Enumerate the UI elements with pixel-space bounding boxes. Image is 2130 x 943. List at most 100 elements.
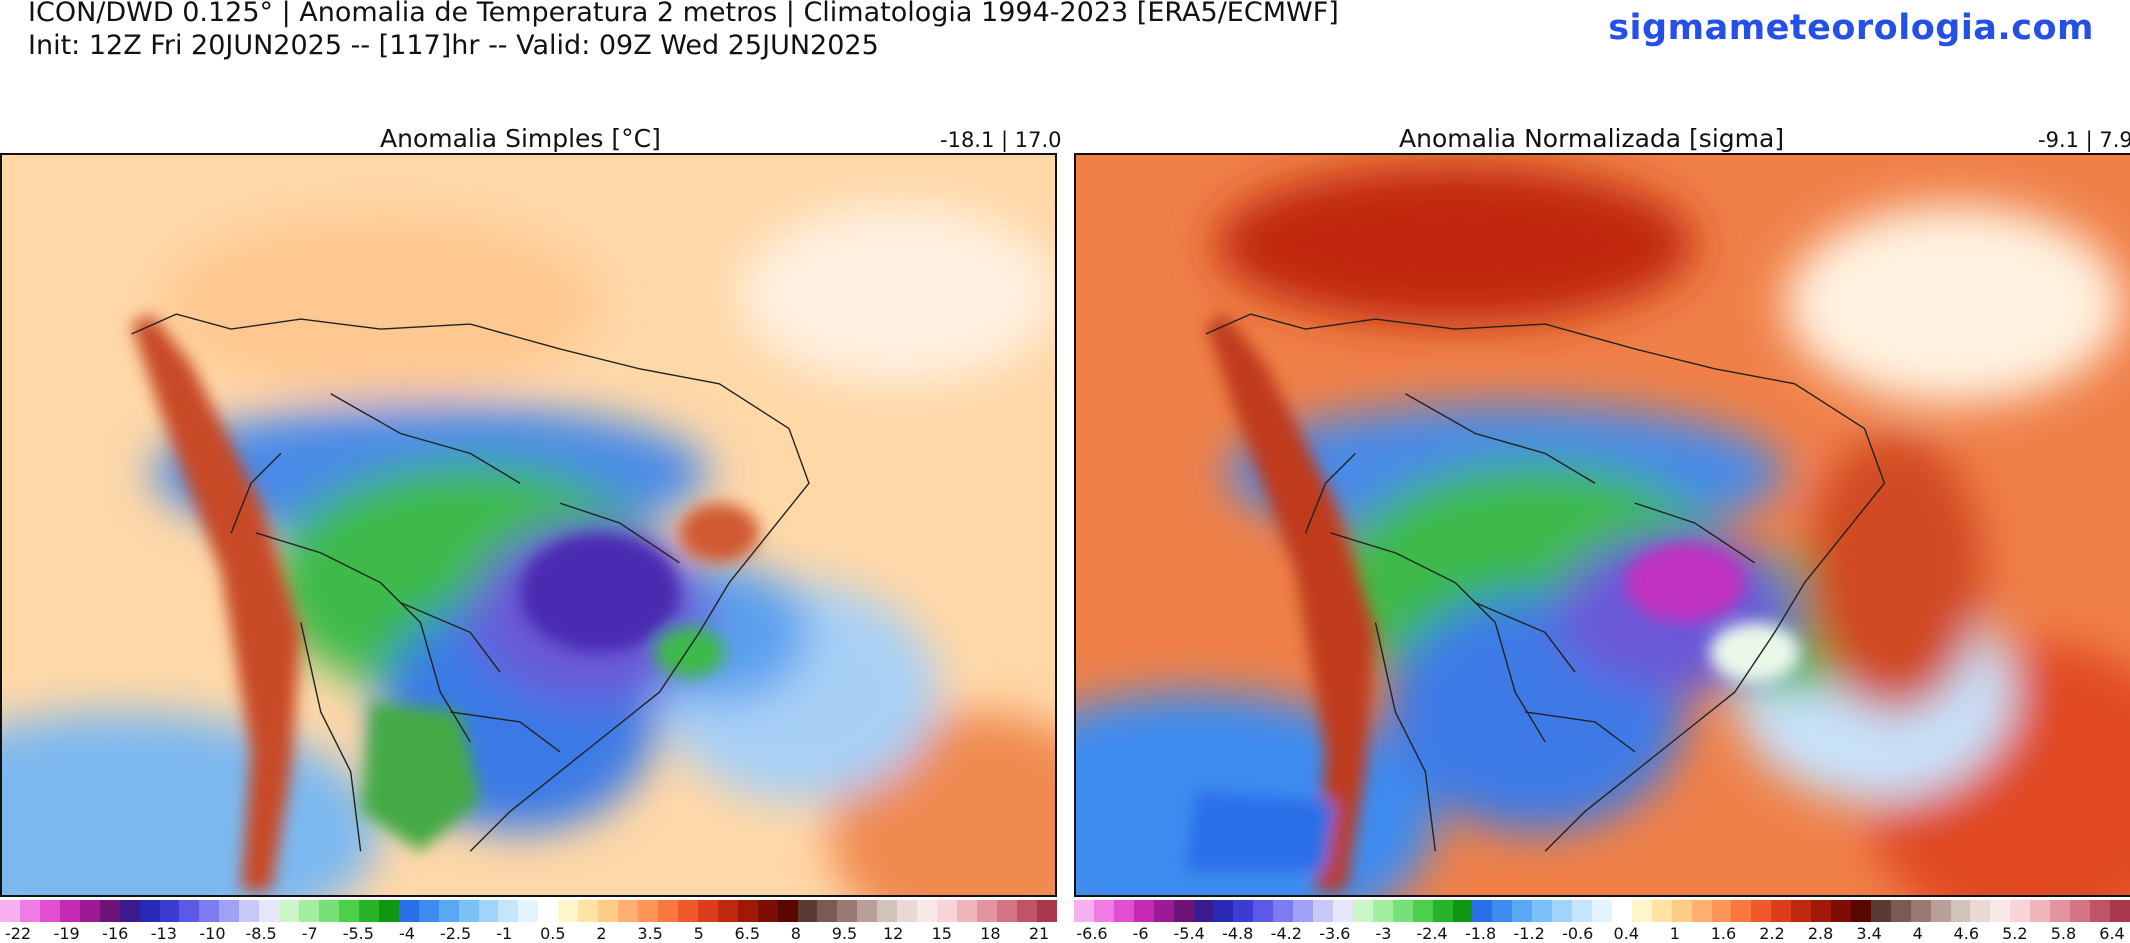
colorbar-swatch bbox=[877, 900, 898, 922]
colorbar-swatch bbox=[99, 900, 120, 922]
colorbar-swatch bbox=[1472, 900, 1493, 922]
colorbar-tick-label: -1 bbox=[496, 924, 513, 943]
colorbar-swatch bbox=[1332, 900, 1353, 922]
colorbar-swatch bbox=[1233, 900, 1254, 922]
colorbar-tick-label: -2.4 bbox=[1416, 924, 1448, 943]
colorbar-swatch bbox=[299, 900, 319, 922]
colorbar-swatch bbox=[1452, 900, 1473, 922]
colorbar-swatch bbox=[657, 900, 678, 922]
colorbar-swatch bbox=[1133, 900, 1154, 922]
colorbar-swatch bbox=[358, 900, 379, 922]
colorbar-swatch bbox=[2050, 900, 2071, 922]
colorbar-tick-label: -1.8 bbox=[1464, 924, 1497, 943]
colorbar-swatch bbox=[59, 900, 80, 922]
colorbar-tick-label: -19 bbox=[53, 924, 80, 943]
colorbar-tick-label: 0.4 bbox=[1613, 924, 1640, 943]
colorbar-swatch bbox=[1036, 900, 1057, 922]
colorbar-swatch bbox=[159, 900, 180, 922]
colorbar-tick-label: -3.6 bbox=[1319, 924, 1351, 943]
colorbar-swatch bbox=[179, 900, 200, 922]
colorbar-left-ticks: -22 -19 -16 -13 -10 -8.5 -7 -5.5 -4 -2.5 -1 0.5 2 3.5… bbox=[0, 924, 1057, 943]
colorbar-swatch bbox=[1412, 900, 1433, 922]
colorbar-tick-label: -8.5 bbox=[245, 924, 277, 943]
colorbar-swatch bbox=[757, 900, 778, 922]
map-panel-simple-anomaly[interactable] bbox=[0, 153, 1057, 897]
panel-right-title: Anomalia Normalizada [sigma] bbox=[1399, 124, 1785, 153]
colorbar-tick-label: 0.5 bbox=[540, 924, 566, 943]
colorbar-swatch bbox=[239, 900, 260, 922]
colorbar-tick-label: 12 bbox=[882, 924, 904, 943]
colorbar-swatch bbox=[1611, 900, 1632, 922]
colorbar-swatch bbox=[1492, 900, 1513, 922]
colorbar-tick-label: -4.2 bbox=[1270, 924, 1302, 943]
colorbar-swatch bbox=[378, 900, 399, 922]
colorbar-tick-label: 4 bbox=[1912, 924, 1923, 943]
colorbar-swatch bbox=[1850, 900, 1871, 922]
colorbar-tick-label: 21 bbox=[1028, 924, 1050, 943]
colorbar-swatch bbox=[199, 900, 220, 922]
country-borders bbox=[1205, 313, 1886, 852]
colorbar-swatch bbox=[737, 900, 758, 922]
colorbar-swatch bbox=[498, 900, 519, 922]
colorbar-swatch bbox=[438, 900, 459, 922]
colorbar-swatch bbox=[976, 900, 997, 922]
colorbar-swatch bbox=[1313, 900, 1333, 922]
panel-left-range: -18.1 | 17.0 bbox=[940, 128, 1062, 152]
colorbar-swatch bbox=[1731, 900, 1752, 922]
colorbar-swatch bbox=[259, 900, 280, 922]
colorbar-tick-label: 6.4 bbox=[2099, 924, 2125, 943]
colorbar-swatch bbox=[618, 900, 638, 922]
map-panel-normalized-anomaly[interactable] bbox=[1074, 153, 2130, 897]
colorbar-swatch bbox=[1631, 900, 1652, 922]
colorbar-swatch bbox=[279, 900, 300, 922]
colorbar-tick-label: -13 bbox=[150, 924, 177, 943]
colorbar-swatch bbox=[1651, 900, 1672, 922]
colorbar-swatch bbox=[558, 900, 579, 922]
colorbar-tick-label: 1.6 bbox=[1710, 924, 1737, 943]
colorbar-left bbox=[0, 900, 1057, 922]
colorbar-tick-label: 3.5 bbox=[637, 924, 663, 943]
colorbar-right bbox=[1074, 900, 2130, 922]
colorbar-tick-label: 8 bbox=[790, 924, 801, 943]
colorbar-tick-label: 3.4 bbox=[1856, 924, 1882, 943]
map-simple-anomaly-field bbox=[2, 155, 1055, 895]
colorbar-tick-label: 15 bbox=[931, 924, 952, 943]
colorbar-swatch bbox=[1392, 900, 1413, 922]
colorbar-tick-label: -4 bbox=[398, 924, 415, 943]
colorbar-swatch bbox=[1910, 900, 1931, 922]
colorbar-swatch bbox=[937, 900, 957, 922]
colorbar-tick-label: -6 bbox=[1132, 924, 1149, 943]
colorbar-swatch bbox=[777, 900, 798, 922]
colorbar-swatch bbox=[1093, 900, 1114, 922]
colorbar-swatch bbox=[338, 900, 359, 922]
colorbar-swatch bbox=[119, 900, 140, 922]
colorbar-swatch bbox=[638, 900, 658, 922]
colorbar-swatch bbox=[418, 900, 439, 922]
colorbar-swatch bbox=[1671, 900, 1692, 922]
colorbar-tick-label: -7 bbox=[301, 924, 318, 943]
colorbar-tick-label: 2 bbox=[596, 924, 607, 943]
colorbar-swatch bbox=[1791, 900, 1812, 922]
colorbar-tick-label: -0.6 bbox=[1562, 924, 1594, 943]
colorbar-swatch bbox=[917, 900, 938, 922]
colorbar-swatch bbox=[1273, 900, 1294, 922]
colorbar-swatch bbox=[0, 900, 20, 922]
colorbar-swatch bbox=[1990, 900, 2011, 922]
site-logo-text[interactable]: sigmameteorologia.com bbox=[1608, 8, 2094, 48]
colorbar-tick-label: -5.5 bbox=[342, 924, 374, 943]
colorbar-swatch bbox=[1811, 900, 1832, 922]
colorbar-swatch bbox=[1890, 900, 1911, 922]
colorbar-tick-label: 5 bbox=[693, 924, 704, 943]
colorbar-swatch bbox=[1870, 900, 1891, 922]
colorbar-tick-label: 5.8 bbox=[2050, 924, 2077, 943]
colorbar-swatch bbox=[1213, 900, 1234, 922]
colorbar-swatch bbox=[79, 900, 100, 922]
colorbar-swatch bbox=[319, 900, 339, 922]
colorbar-swatch bbox=[1831, 900, 1851, 922]
colorbar-swatch bbox=[518, 900, 539, 922]
colorbar-tick-label: -1.2 bbox=[1513, 924, 1545, 943]
panel-right-range: -9.1 | 7.9 bbox=[2038, 128, 2130, 152]
colorbar-tick-label: 2.8 bbox=[1807, 924, 1834, 943]
colorbar-swatch bbox=[1016, 900, 1037, 922]
colorbar-swatch bbox=[1193, 900, 1214, 922]
